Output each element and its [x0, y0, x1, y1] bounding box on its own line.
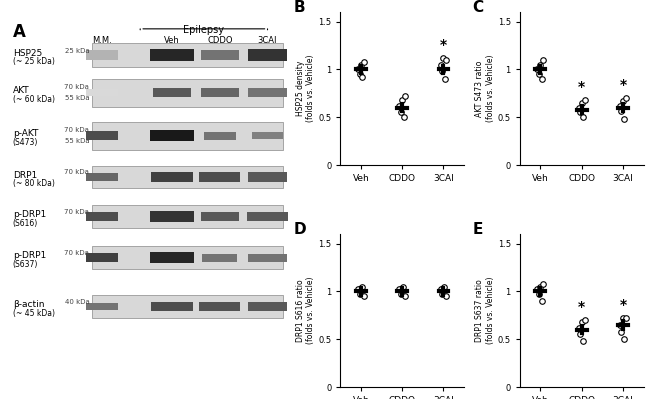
Bar [201, 212, 239, 221]
Bar [248, 89, 287, 97]
Bar [92, 79, 283, 107]
Text: *: * [578, 80, 585, 94]
Text: β-actin: β-actin [13, 300, 44, 309]
Text: p-DRP1: p-DRP1 [13, 210, 46, 219]
Bar [86, 212, 118, 221]
Text: 40 kDa: 40 kDa [64, 299, 89, 305]
Bar [86, 253, 118, 262]
Bar [150, 252, 194, 263]
Bar [86, 50, 118, 60]
Text: E: E [473, 222, 483, 237]
Text: A: A [13, 23, 26, 41]
Bar [153, 88, 191, 97]
Text: HSP25: HSP25 [13, 49, 42, 58]
Bar [92, 205, 283, 227]
Bar [151, 302, 192, 311]
Bar [248, 172, 287, 182]
Bar [248, 49, 287, 61]
Bar [248, 302, 287, 311]
Text: Veh: Veh [164, 36, 180, 45]
Bar [199, 302, 240, 311]
Text: Epilepsy: Epilepsy [183, 25, 224, 35]
Text: *: * [619, 298, 627, 312]
Text: (S637): (S637) [13, 260, 38, 269]
Y-axis label: DRP1 S616 ratio
(folds vs. Vehicle): DRP1 S616 ratio (folds vs. Vehicle) [296, 277, 315, 344]
Bar [201, 88, 239, 97]
Bar [204, 132, 236, 140]
Text: 70 kDa: 70 kDa [64, 209, 89, 215]
Text: C: C [473, 0, 484, 15]
Y-axis label: DRP1 S637 ratio
(folds vs. Vehicle): DRP1 S637 ratio (folds vs. Vehicle) [475, 277, 495, 344]
Y-axis label: HSP25 density
(folds vs. Vehicle): HSP25 density (folds vs. Vehicle) [296, 55, 315, 122]
Bar [151, 172, 192, 182]
Bar [150, 211, 194, 221]
Bar [92, 247, 283, 269]
Text: 70 kDa: 70 kDa [64, 84, 89, 90]
Text: p-AKT: p-AKT [13, 129, 38, 138]
Text: p-DRP1: p-DRP1 [13, 251, 46, 260]
Bar [92, 295, 283, 318]
Text: 70 kDa: 70 kDa [64, 127, 89, 133]
Text: CDDO: CDDO [207, 36, 233, 45]
Text: (S616): (S616) [13, 219, 38, 227]
Bar [202, 253, 237, 262]
Bar [86, 303, 118, 310]
Text: (S473): (S473) [13, 138, 38, 147]
Text: (~ 45 kDa): (~ 45 kDa) [13, 309, 55, 318]
Bar [201, 50, 239, 60]
Bar [252, 132, 283, 140]
Bar [86, 131, 118, 140]
Text: M.M.: M.M. [92, 36, 112, 45]
Text: DRP1: DRP1 [13, 171, 37, 180]
Text: (~ 80 kDa): (~ 80 kDa) [13, 179, 55, 188]
Text: 70 kDa: 70 kDa [64, 170, 89, 176]
Bar [150, 130, 194, 141]
Text: D: D [293, 222, 306, 237]
Text: (~ 25 kDa): (~ 25 kDa) [13, 57, 55, 66]
Text: 55 kDa: 55 kDa [64, 95, 89, 101]
Text: 25 kDa: 25 kDa [64, 47, 89, 53]
Text: *: * [440, 38, 447, 52]
Bar [92, 122, 283, 150]
Bar [247, 212, 288, 221]
Bar [86, 173, 118, 181]
Bar [92, 43, 283, 67]
Text: 3CAI: 3CAI [258, 36, 278, 45]
Text: *: * [578, 300, 585, 314]
Y-axis label: AKT S473 ratio
(folds vs. Vehicle): AKT S473 ratio (folds vs. Vehicle) [475, 55, 495, 122]
Bar [86, 89, 118, 96]
Text: B: B [293, 0, 305, 15]
Bar [199, 172, 240, 182]
Text: *: * [619, 78, 627, 92]
Text: AKT: AKT [13, 86, 29, 95]
Text: 55 kDa: 55 kDa [64, 138, 89, 144]
Text: 70 kDa: 70 kDa [64, 250, 89, 256]
Text: (~ 60 kDa): (~ 60 kDa) [13, 95, 55, 104]
Bar [150, 49, 194, 61]
Bar [92, 166, 283, 188]
Bar [248, 253, 287, 262]
